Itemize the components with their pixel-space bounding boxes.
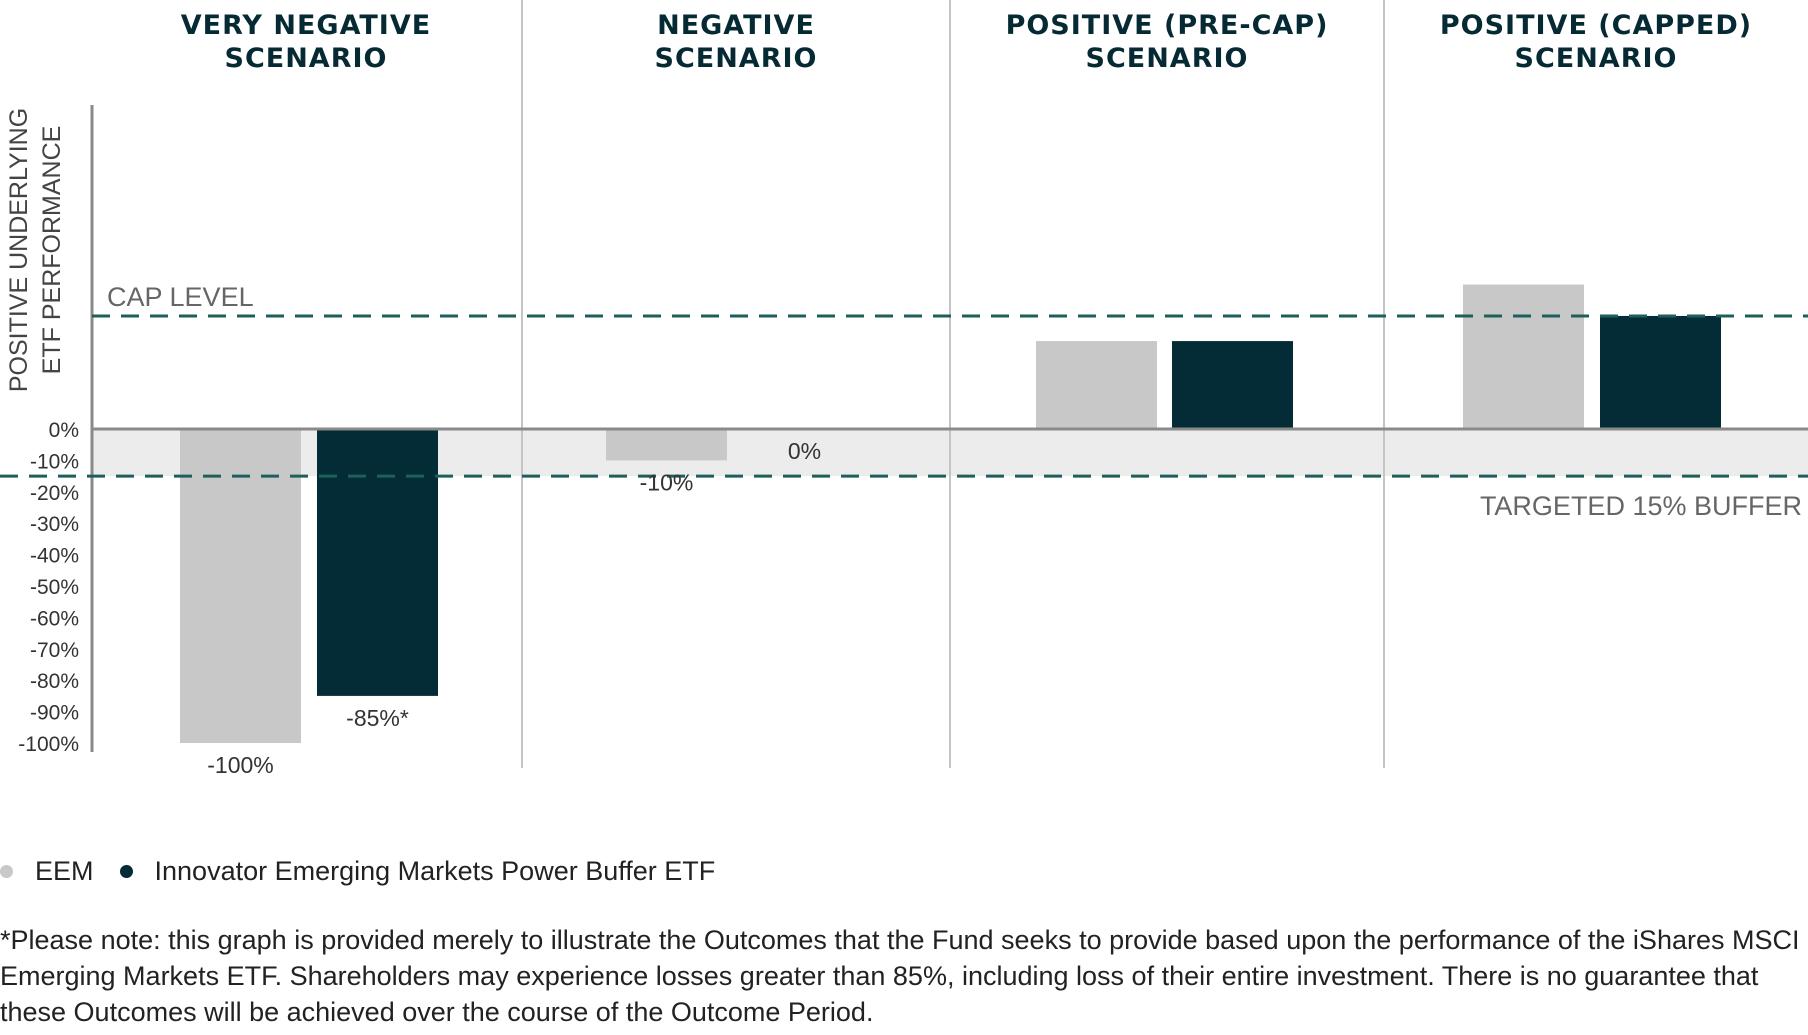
legend-label-eem: EEM xyxy=(35,856,94,886)
footnote: *Please note: this graph is provided mer… xyxy=(0,925,1800,1027)
scenario-title-1-line-1: VERY NEGATIVE xyxy=(181,10,431,41)
value-label-eem-1: -100% xyxy=(207,752,273,778)
value-label-eem-2: -10% xyxy=(640,469,694,495)
bar-eem-4 xyxy=(1463,284,1584,429)
y-axis-label-line-1: POSITIVE UNDERLYING xyxy=(5,108,33,392)
scenario-title-2-line-1: NEGATIVE xyxy=(657,10,815,41)
scenario-title-1-line-2: SCENARIO xyxy=(225,43,388,74)
bar-eem-1 xyxy=(180,429,301,743)
bar-eem-3 xyxy=(1036,341,1157,429)
bar-fund-1 xyxy=(317,429,438,696)
y-tick-label-11: -100% xyxy=(18,733,79,756)
scenario-title-2-line-2: SCENARIO xyxy=(655,43,818,74)
scenario-title-4-line-1: POSITIVE (CAPPED) xyxy=(1440,10,1752,41)
y-tick-label-9: -80% xyxy=(30,670,79,693)
value-label-fund-2: 0% xyxy=(788,438,821,464)
y-tick-label-4: -30% xyxy=(30,513,79,536)
buffer-scenario-chart: VERY NEGATIVESCENARIONEGATIVESCENARIOPOS… xyxy=(0,0,1808,778)
legend-item-fund: Innovator Emerging Markets Power Buffer … xyxy=(119,856,716,887)
y-tick-label-8: -70% xyxy=(30,639,79,662)
legend: EEM Innovator Emerging Markets Power Buf… xyxy=(0,856,741,887)
y-tick-label-3: -20% xyxy=(30,482,79,505)
bar-fund-3 xyxy=(1172,341,1293,429)
scenario-title-3-line-2: SCENARIO xyxy=(1086,43,1249,74)
legend-item-eem: EEM xyxy=(0,856,94,887)
y-tick-label-7: -60% xyxy=(30,607,79,630)
y-tick-label-6: -50% xyxy=(30,576,79,599)
y-axis-label-line-2: ETF PERFORMANCE xyxy=(38,126,66,375)
bar-eem-2 xyxy=(606,429,727,461)
value-label-fund-1: -85%* xyxy=(346,705,409,731)
legend-label-fund: Innovator Emerging Markets Power Buffer … xyxy=(154,856,716,886)
buffer-label: TARGETED 15% BUFFER xyxy=(1480,491,1802,521)
legend-dot-eem xyxy=(0,865,13,878)
cap-level-label: CAP LEVEL xyxy=(107,282,254,312)
bar-fund-4 xyxy=(1600,315,1721,429)
scenario-title-3-line-1: POSITIVE (PRE-CAP) xyxy=(1006,10,1329,41)
scenario-title-4-line-2: SCENARIO xyxy=(1515,43,1678,74)
y-tick-label-1: 0% xyxy=(49,419,79,442)
legend-dot-fund xyxy=(119,865,133,878)
y-tick-label-2: -10% xyxy=(30,450,79,473)
y-tick-label-10: -90% xyxy=(30,702,79,725)
y-tick-label-5: -40% xyxy=(30,545,79,568)
